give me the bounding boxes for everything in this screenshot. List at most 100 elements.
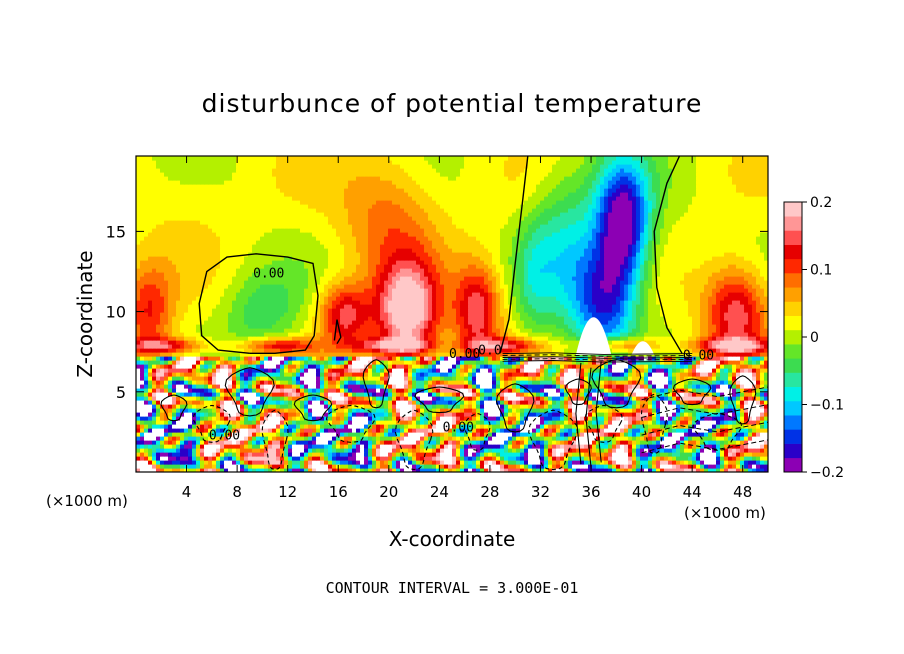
field-cell — [192, 416, 197, 421]
field-cell — [720, 396, 725, 401]
field-cell — [400, 400, 405, 405]
field-cell — [456, 412, 461, 417]
field-cell — [524, 468, 529, 472]
field-cell — [432, 408, 437, 413]
field-cell — [188, 444, 193, 449]
field-cell — [308, 464, 313, 469]
field-cell — [424, 428, 429, 433]
field-cell — [664, 356, 669, 361]
field-cell — [272, 464, 277, 469]
field-cell — [356, 436, 361, 441]
field-cell — [400, 360, 405, 365]
field-cell — [600, 436, 605, 441]
field-cell — [460, 448, 465, 453]
field-cell — [372, 368, 377, 373]
field-cell — [528, 424, 533, 429]
field-cell — [488, 348, 493, 353]
field-cell — [140, 468, 145, 472]
field-cell — [652, 380, 657, 385]
field-cell — [300, 464, 305, 469]
field-cell — [520, 444, 525, 449]
field-cell — [640, 396, 645, 401]
field-cell — [432, 356, 437, 361]
field-cell — [528, 468, 533, 472]
field-cell — [244, 428, 249, 433]
field-cell — [340, 396, 345, 401]
field-cell — [708, 372, 713, 377]
field-cell — [724, 404, 729, 409]
field-cell — [456, 372, 461, 377]
field-cell — [536, 364, 541, 369]
field-cell — [272, 420, 277, 425]
field-cell — [580, 468, 585, 472]
field-cell — [680, 396, 685, 401]
field-cell — [308, 408, 313, 413]
field-cell — [220, 452, 225, 457]
field-cell — [384, 404, 389, 409]
field-cell — [272, 372, 277, 377]
field-cell — [536, 464, 541, 469]
field-cell — [640, 452, 645, 457]
field-cell — [220, 412, 225, 417]
field-cell — [352, 352, 357, 357]
field-cell — [672, 428, 677, 433]
field-cell — [676, 448, 681, 453]
field-cell — [748, 392, 753, 397]
field-cell — [716, 460, 721, 465]
field-cell — [668, 396, 673, 401]
field-cell — [452, 400, 457, 405]
field-cell — [684, 452, 689, 457]
field-cell — [196, 344, 201, 349]
field-cell — [416, 416, 421, 421]
field-cell — [744, 348, 749, 353]
field-cell — [156, 420, 161, 425]
field-cell — [640, 380, 645, 385]
field-cell — [212, 464, 217, 469]
field-cell — [664, 428, 669, 433]
field-cell — [264, 460, 269, 465]
field-cell — [676, 416, 681, 421]
field-cell — [216, 416, 221, 421]
field-cell — [528, 420, 533, 425]
field-cell — [684, 352, 689, 357]
field-cell — [496, 368, 501, 373]
field-cell — [192, 424, 197, 429]
field-cell — [536, 428, 541, 433]
field-cell — [740, 348, 745, 353]
field-cell — [212, 380, 217, 385]
field-cell — [168, 356, 173, 361]
field-cell — [144, 344, 149, 349]
field-cell — [500, 360, 505, 365]
field-cell — [532, 372, 537, 377]
field-cell — [340, 380, 345, 385]
field-cell — [504, 356, 509, 361]
field-cell — [412, 412, 417, 417]
field-cell — [500, 420, 505, 425]
field-cell — [224, 404, 229, 409]
field-cell — [216, 368, 221, 373]
field-cell — [272, 416, 277, 421]
field-cell — [692, 412, 697, 417]
field-cell — [476, 444, 481, 449]
field-cell — [384, 400, 389, 405]
field-cell — [408, 456, 413, 461]
field-cell — [376, 372, 381, 377]
field-cell — [332, 388, 337, 393]
field-cell — [572, 380, 577, 385]
field-cell — [424, 400, 429, 405]
field-cell — [172, 452, 177, 457]
field-cell — [752, 376, 757, 381]
field-cell — [624, 364, 629, 369]
field-cell — [488, 460, 493, 465]
field-cell — [380, 468, 385, 472]
field-cell — [748, 444, 753, 449]
field-cell — [168, 408, 173, 413]
field-cell — [400, 356, 405, 361]
field-cell — [556, 464, 561, 469]
field-cell — [144, 348, 149, 353]
field-cell — [184, 396, 189, 401]
field-cell — [756, 436, 761, 441]
field-cell — [176, 396, 181, 401]
field-cell — [192, 408, 197, 413]
field-cell — [528, 368, 533, 373]
